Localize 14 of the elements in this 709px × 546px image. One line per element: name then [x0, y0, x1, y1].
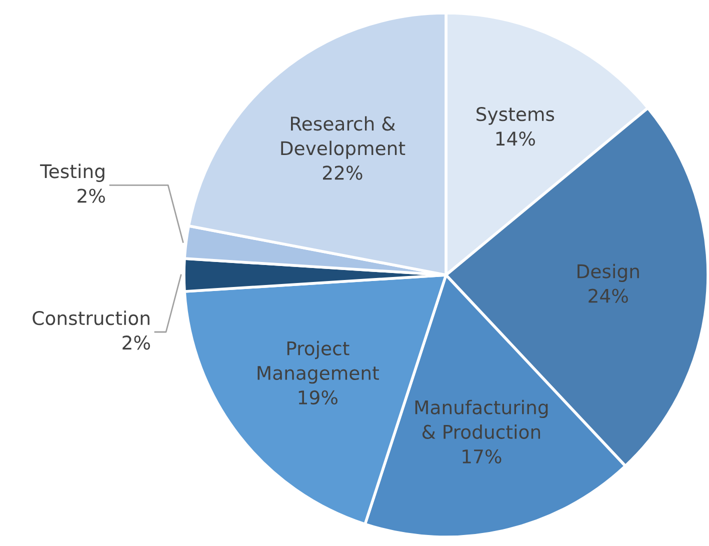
data-label: 22%	[322, 166, 362, 180]
data-label: 17%	[462, 449, 502, 464]
data-label: 24%	[588, 288, 628, 303]
slice-label: Project Management	[258, 340, 379, 384]
data-label: 2%	[122, 336, 150, 350]
slice-label: Testing	[40, 164, 104, 182]
data-label: 2%	[78, 188, 105, 203]
slice-label: Systems	[476, 107, 554, 125]
data-label: 14%	[496, 132, 535, 146]
slice-label: Manufacturing & Production	[415, 400, 548, 439]
slice-label: Research & Development	[281, 116, 406, 159]
slice-label: Design	[578, 264, 639, 282]
slice-label: Construction	[32, 310, 150, 326]
data-label: 19%	[298, 390, 338, 405]
